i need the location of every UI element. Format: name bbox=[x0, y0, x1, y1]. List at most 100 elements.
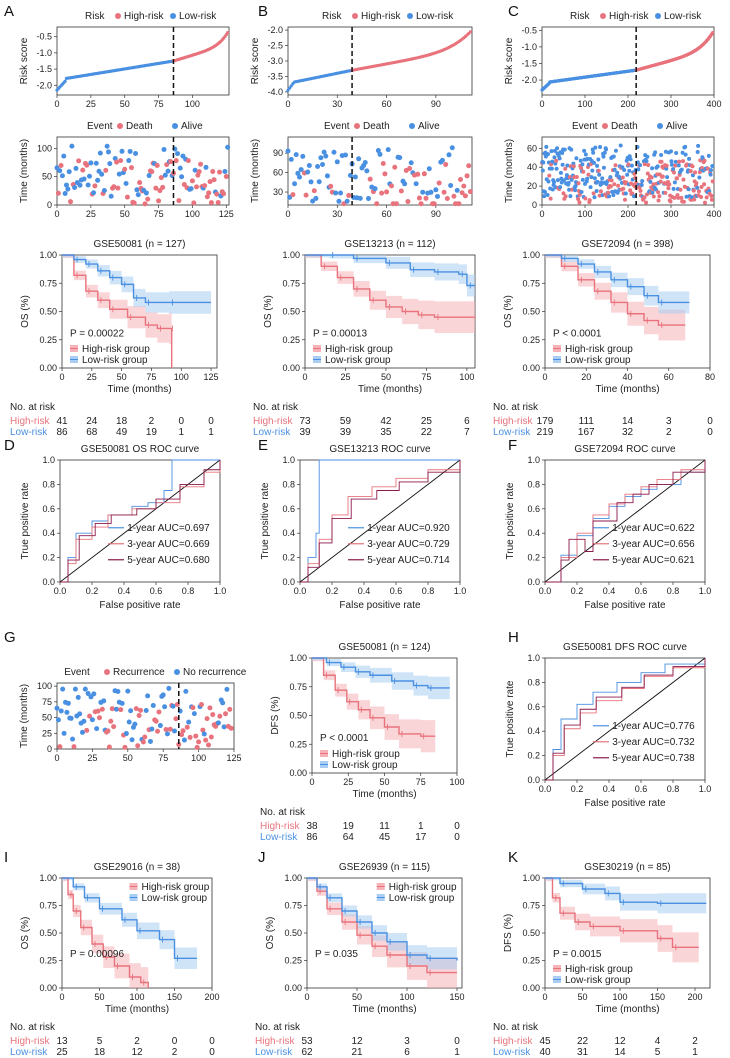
legend-low-label: Low-risk group bbox=[332, 760, 398, 771]
event-point bbox=[108, 718, 114, 724]
risk-row-high-label: High-risk bbox=[10, 1036, 50, 1047]
event-point bbox=[55, 717, 61, 723]
y-tick-label: 0.25 bbox=[282, 335, 300, 345]
y-tick-label: 0.75 bbox=[284, 901, 302, 911]
x-tick-label: 1.0 bbox=[454, 586, 467, 596]
event-point bbox=[672, 180, 677, 185]
x-tick-label: 25 bbox=[340, 372, 350, 382]
event-point bbox=[66, 169, 72, 175]
event-point bbox=[208, 200, 214, 206]
event-point bbox=[606, 190, 611, 195]
event-point bbox=[156, 198, 162, 204]
event-point bbox=[595, 179, 600, 184]
y-tick-label: 0.8 bbox=[527, 677, 540, 687]
event-point bbox=[663, 190, 668, 195]
legend-low-label: Low-risk group bbox=[142, 893, 208, 904]
event-point bbox=[94, 726, 100, 732]
x-tick-label: 0 bbox=[59, 992, 64, 1002]
event-point bbox=[435, 193, 440, 199]
event-point bbox=[676, 195, 681, 200]
axes-frame bbox=[287, 136, 473, 206]
risk-count-high: 24 bbox=[86, 416, 98, 427]
risk-count-low: 1 bbox=[178, 427, 184, 438]
event-point bbox=[651, 194, 656, 199]
chart-title: GSE30219 (n = 85) bbox=[584, 862, 670, 873]
panel-letter-E: E bbox=[258, 437, 268, 454]
event-point bbox=[667, 182, 672, 187]
event-point bbox=[143, 707, 149, 713]
axes-frame bbox=[544, 657, 706, 781]
legend-low-label: Alive bbox=[418, 121, 440, 132]
y-tick-label: 0.75 bbox=[522, 278, 540, 288]
event-point bbox=[176, 198, 182, 204]
event-point bbox=[428, 189, 434, 195]
x-tick-label: 100 bbox=[185, 99, 200, 109]
y-tick-label: 0.50 bbox=[284, 928, 302, 938]
y-tick-label: 60 bbox=[273, 168, 283, 178]
legend-high-label: High-risk group bbox=[332, 749, 400, 760]
x-tick-label: 100 bbox=[191, 753, 206, 763]
event-point bbox=[602, 150, 607, 155]
x-tick-label: 0.0 bbox=[294, 586, 307, 596]
legend-high-swatch bbox=[600, 13, 606, 19]
risk-count-low: 62 bbox=[301, 1047, 313, 1058]
risk-count-high: 18 bbox=[116, 416, 128, 427]
event-point bbox=[560, 162, 565, 167]
x-tick-label: 90 bbox=[431, 99, 441, 109]
risk-count-low: 86 bbox=[56, 427, 68, 438]
event-point bbox=[204, 716, 210, 722]
y-tick-label: 1.0 bbox=[42, 455, 55, 465]
legend-recurrence-swatch bbox=[104, 669, 110, 675]
event-point bbox=[320, 162, 325, 168]
y-tick-label: -3.0 bbox=[267, 56, 283, 66]
low-risk-ci-band bbox=[307, 878, 457, 973]
event-point bbox=[554, 166, 559, 171]
x-tick-label: 0 bbox=[309, 777, 314, 787]
event-point bbox=[186, 719, 192, 725]
risk-count-high: 45 bbox=[539, 1036, 551, 1047]
event-point bbox=[315, 163, 321, 169]
risk-row-high-label: High-risk bbox=[493, 1036, 533, 1047]
event-point bbox=[710, 163, 715, 168]
y-tick-label: 30 bbox=[273, 187, 283, 197]
event-point bbox=[223, 173, 229, 179]
event-point bbox=[459, 190, 465, 196]
event-point bbox=[600, 176, 605, 181]
risk-count-high: 0 bbox=[454, 821, 460, 832]
risk-count-high: 0 bbox=[172, 1036, 178, 1047]
event-point bbox=[161, 147, 167, 153]
event-point bbox=[145, 196, 151, 202]
p-value: P = 0.00096 bbox=[70, 949, 124, 960]
y-tick-label: 0.50 bbox=[282, 307, 300, 317]
y-tick-label: 0.00 bbox=[522, 983, 540, 993]
legend-high-swatch bbox=[115, 13, 121, 19]
event-point bbox=[60, 686, 66, 692]
event-point bbox=[338, 190, 344, 196]
event-point bbox=[124, 194, 130, 200]
y-tick-label: 0.8 bbox=[42, 479, 55, 489]
event-point bbox=[664, 163, 669, 168]
event-point bbox=[217, 713, 223, 719]
x-tick-label: 50 bbox=[379, 777, 389, 787]
event-point bbox=[592, 176, 597, 181]
event-point bbox=[657, 194, 662, 199]
event-point bbox=[203, 164, 209, 170]
y-tick-label: 0.0 bbox=[282, 577, 295, 587]
event-point bbox=[708, 168, 713, 173]
event-point bbox=[554, 158, 559, 163]
event-point bbox=[588, 185, 593, 190]
legend-title: Event bbox=[64, 667, 90, 678]
x-tick-label: 0.6 bbox=[150, 586, 163, 596]
event-point bbox=[220, 700, 226, 706]
x-tick-label: 25 bbox=[87, 753, 97, 763]
legend-low-label: Low-risk bbox=[179, 11, 217, 22]
legend-title: Risk bbox=[85, 11, 105, 22]
event-point bbox=[644, 200, 649, 205]
event-point bbox=[544, 144, 549, 149]
x-tick-label: 0.4 bbox=[603, 586, 616, 596]
x-tick-label: 0.4 bbox=[118, 586, 131, 596]
y-tick-label: 0.6 bbox=[282, 504, 295, 514]
event-point bbox=[222, 168, 228, 174]
event-point bbox=[413, 181, 419, 187]
event-point bbox=[287, 194, 293, 200]
